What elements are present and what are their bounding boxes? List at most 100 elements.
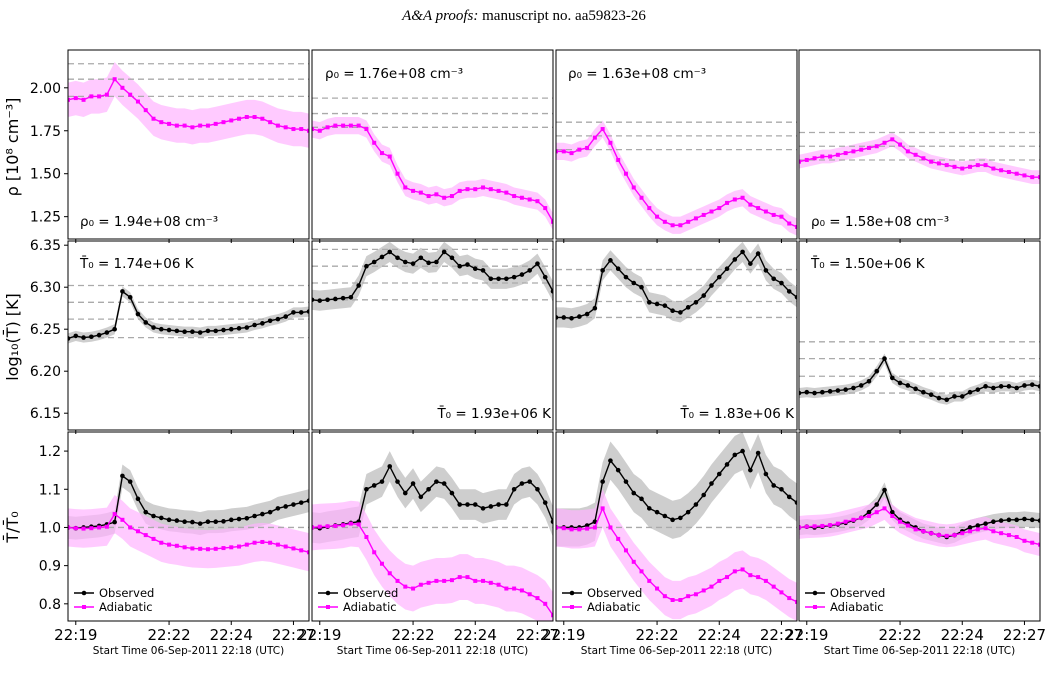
observed-marker bbox=[550, 289, 553, 294]
observed-marker bbox=[615, 266, 621, 272]
observed-marker bbox=[732, 257, 738, 262]
adiabatic-marker bbox=[623, 171, 628, 176]
adiabatic-marker bbox=[866, 145, 871, 150]
panel-content bbox=[556, 432, 797, 621]
legend-observed-label: Observed bbox=[99, 586, 154, 600]
adiabatic-marker bbox=[693, 216, 698, 221]
adiabatic-marker bbox=[426, 194, 431, 199]
adiabatic-marker bbox=[890, 137, 895, 142]
observed-line bbox=[556, 450, 797, 529]
observed-marker bbox=[252, 322, 257, 328]
adiabatic-marker bbox=[205, 547, 210, 552]
observed-marker bbox=[709, 283, 714, 288]
observed-marker bbox=[449, 490, 455, 496]
observed-marker bbox=[646, 506, 652, 511]
observed-marker bbox=[1037, 518, 1040, 523]
adiabatic-marker bbox=[411, 586, 416, 591]
adiabatic-marker bbox=[426, 580, 431, 585]
panel-content bbox=[799, 131, 1040, 185]
observed-marker bbox=[135, 311, 141, 317]
adiabatic-marker bbox=[709, 209, 714, 214]
adiabatic-marker bbox=[960, 531, 965, 536]
adiabatic-marker bbox=[283, 544, 288, 549]
panel-frame bbox=[798, 240, 1041, 431]
observed-marker bbox=[306, 309, 309, 314]
adiabatic-marker bbox=[701, 588, 706, 593]
adiabatic-marker bbox=[504, 586, 509, 591]
observed-marker bbox=[120, 473, 125, 479]
panel-content bbox=[68, 62, 309, 148]
observed-marker bbox=[182, 519, 187, 525]
observed-marker bbox=[426, 486, 431, 492]
observed-marker bbox=[434, 479, 439, 484]
adiabatic-marker bbox=[252, 115, 257, 120]
adiabatic-marker bbox=[647, 578, 652, 583]
panel-frame bbox=[67, 49, 310, 240]
adiabatic-marker bbox=[89, 94, 94, 99]
adiabatic-marker bbox=[182, 545, 187, 550]
observed-marker bbox=[748, 467, 753, 473]
adiabatic-marker bbox=[473, 187, 478, 192]
adiabatic-marker bbox=[275, 123, 280, 128]
observed-marker bbox=[395, 255, 400, 261]
adiabatic-marker bbox=[843, 151, 848, 156]
observed-marker bbox=[584, 311, 590, 317]
adiabatic-marker bbox=[561, 526, 566, 531]
observed-marker bbox=[267, 318, 273, 324]
panel-frame bbox=[555, 240, 798, 431]
observed-marker bbox=[333, 296, 338, 302]
adiabatic-marker bbox=[787, 221, 792, 226]
observed-marker bbox=[221, 327, 226, 333]
adiabatic-marker bbox=[725, 200, 730, 205]
adiabatic-marker bbox=[859, 147, 864, 152]
observed-marker bbox=[1006, 517, 1012, 523]
adiabatic-marker bbox=[299, 127, 304, 132]
panel-content bbox=[556, 241, 797, 329]
y-tick-label: 6.25 bbox=[30, 322, 61, 338]
adiabatic-marker bbox=[592, 135, 597, 140]
observed-marker bbox=[592, 305, 598, 311]
adiabatic-uncertainty-band bbox=[799, 496, 1040, 557]
adiabatic-marker bbox=[600, 506, 605, 511]
adiabatic-marker bbox=[418, 190, 423, 195]
adiabatic-marker bbox=[244, 542, 249, 547]
observed-marker bbox=[182, 329, 187, 335]
x-axis-label: Start Time 06-Sep-2011 22:18 (UTC) bbox=[337, 645, 528, 657]
observed-marker bbox=[685, 305, 691, 310]
adiabatic-marker bbox=[198, 546, 203, 551]
ylabel-temperature: log₁₀(T̄) [K] bbox=[3, 293, 22, 381]
adiabatic-marker bbox=[851, 517, 856, 522]
observed-marker bbox=[740, 448, 745, 454]
adiabatic-marker bbox=[387, 154, 392, 159]
observed-marker bbox=[1029, 517, 1035, 523]
observed-marker bbox=[465, 502, 470, 507]
observed-marker bbox=[480, 506, 486, 511]
observed-marker bbox=[577, 314, 582, 319]
x-tick-label: 22:19 bbox=[298, 626, 341, 644]
adiabatic-marker bbox=[999, 168, 1004, 173]
observed-marker bbox=[1006, 384, 1012, 389]
adiabatic-marker bbox=[97, 525, 102, 530]
observed-marker bbox=[127, 479, 133, 484]
manuscript-number: manuscript no. aa59823-26 bbox=[482, 8, 646, 24]
observed-marker bbox=[794, 294, 797, 300]
observed-marker bbox=[820, 389, 825, 395]
temperature-annotation: T̄₀ = 1.74e+06 K bbox=[79, 255, 195, 272]
adiabatic-marker bbox=[411, 188, 416, 193]
temperature-annotation: T̄₀ = 1.50e+06 K bbox=[810, 255, 926, 272]
adiabatic-marker bbox=[623, 548, 628, 553]
observed-marker bbox=[371, 483, 377, 488]
panel-frame bbox=[67, 240, 310, 431]
observed-marker bbox=[511, 486, 517, 492]
y-tick-label: 6.20 bbox=[30, 364, 61, 380]
x-tick-label: 22:24 bbox=[941, 626, 984, 644]
adiabatic-marker bbox=[905, 523, 910, 528]
adiabatic-marker bbox=[639, 569, 644, 574]
observed-marker bbox=[779, 486, 784, 492]
adiabatic-marker bbox=[608, 140, 613, 145]
legend-observed-marker bbox=[812, 590, 818, 596]
adiabatic-marker bbox=[556, 525, 558, 530]
observed-marker bbox=[866, 378, 872, 384]
